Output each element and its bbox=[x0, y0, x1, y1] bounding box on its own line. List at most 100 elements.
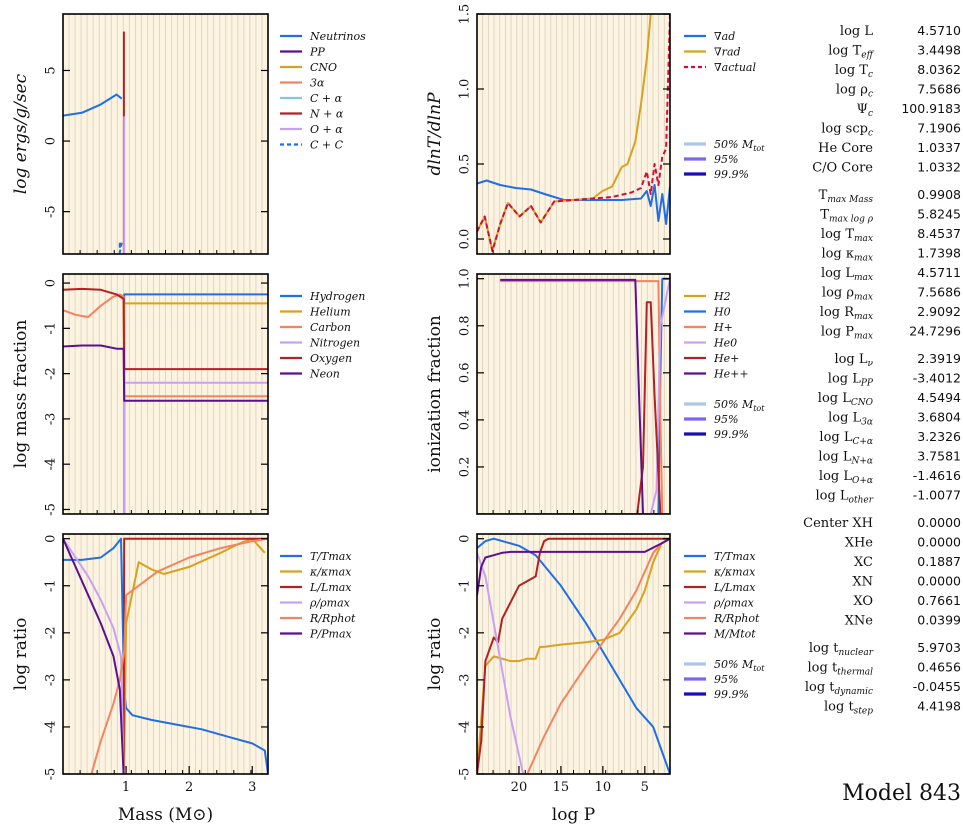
stat-label-sub: 3α bbox=[861, 418, 873, 428]
series-line bbox=[477, 537, 670, 774]
marker-legend-label: 50% Mtot bbox=[714, 658, 765, 673]
series-line bbox=[500, 278, 644, 514]
stat-value: 0.0000 bbox=[917, 515, 961, 530]
series-line bbox=[123, 537, 266, 770]
legend-label: κ/κmax bbox=[309, 566, 352, 579]
stat-label-main: Ψ bbox=[857, 102, 868, 117]
stat-value: 0.7661 bbox=[917, 593, 961, 608]
stat-label: log Teff bbox=[828, 44, 874, 61]
stat-label-sub: max bbox=[854, 234, 873, 244]
marker-legend-sub: tot bbox=[753, 144, 765, 153]
stat-label-sub: max bbox=[854, 312, 873, 322]
legend-label: L/Lmax bbox=[309, 581, 352, 594]
y-tick-label: -3 bbox=[44, 674, 59, 687]
stat-label: XNe bbox=[845, 614, 874, 629]
stat-label-main: log κ bbox=[821, 247, 854, 262]
y-tick-label: -4 bbox=[458, 721, 473, 734]
stat-label: Tmax Mass bbox=[819, 188, 874, 205]
stat-value: 24.7296 bbox=[909, 324, 961, 339]
stat-value: 0.4656 bbox=[917, 660, 961, 675]
stat-label-main: log L bbox=[834, 352, 867, 367]
legend-label: κ/κmax bbox=[713, 566, 756, 579]
series-line bbox=[90, 537, 268, 774]
y-tick-label: 0.2 bbox=[458, 457, 473, 478]
stat-label-main: log L bbox=[821, 266, 854, 281]
stat-value: 100.9183 bbox=[901, 101, 961, 116]
y-tick-label: -4 bbox=[44, 458, 59, 471]
x-tick-label: 1 bbox=[122, 780, 130, 795]
stat-label-main: log T bbox=[835, 63, 868, 78]
legend-label: PP bbox=[309, 46, 325, 59]
series-line bbox=[63, 93, 123, 117]
stat-label-main: XC bbox=[854, 555, 873, 570]
chart-ratios_mass: 0 -1 -2 -3 -4 -5 1 2 3 log ratio Mass (M⊙) T/Tmax κ/… bbox=[11, 533, 356, 825]
y-tick-label: 0 bbox=[458, 535, 473, 543]
y-axis-label: log ratio bbox=[11, 618, 31, 691]
stat-label-sub: ν bbox=[868, 359, 874, 369]
legend-label: 3α bbox=[310, 77, 325, 90]
stat-label: log scpc bbox=[821, 122, 873, 139]
stat-label-main: log L bbox=[819, 430, 852, 445]
stat-label: Tmax log ρ bbox=[820, 208, 873, 225]
stat-label-main: log L bbox=[815, 489, 848, 504]
stat-label-main: XN bbox=[852, 575, 873, 590]
legend-label: ρ/ρmax bbox=[309, 597, 351, 610]
stat-label: XN bbox=[852, 575, 873, 590]
stat-label-main: log scp bbox=[821, 122, 868, 137]
series-line bbox=[526, 537, 670, 774]
stat-label-main: log P bbox=[821, 325, 854, 340]
y-tick-label: -5 bbox=[44, 205, 59, 218]
stat-label-sub: c bbox=[868, 90, 873, 100]
y-tick-label: -5 bbox=[44, 768, 59, 781]
stat-value: 3.4498 bbox=[917, 43, 961, 58]
series-line bbox=[63, 538, 125, 774]
series-line bbox=[477, 552, 525, 774]
stat-label-main: XNe bbox=[845, 614, 874, 629]
stat-label-main: log T bbox=[821, 227, 854, 242]
marker-legend-label: 50% Mtot bbox=[714, 138, 765, 153]
legend-label: L/Lmax bbox=[713, 581, 756, 594]
legend-label: O + α bbox=[310, 123, 343, 136]
model-label: Model 843 bbox=[842, 781, 961, 806]
y-tick-label: 5 bbox=[44, 66, 59, 74]
stat-label-main: log t bbox=[809, 641, 839, 656]
legend-label: R/Rphot bbox=[713, 612, 760, 625]
y-tick-label: -1 bbox=[458, 579, 473, 592]
stat-label-sub: O+α bbox=[852, 476, 873, 486]
y-tick-label: -2 bbox=[458, 626, 473, 639]
legend-label: R/Rphot bbox=[309, 612, 356, 625]
marker-legend-label: 95% bbox=[714, 413, 738, 426]
stat-label: log LC+α bbox=[819, 430, 873, 447]
stat-label: log Tmax bbox=[821, 227, 873, 244]
legend-label: ρ/ρmax bbox=[713, 597, 755, 610]
y-axis-label: log mass fraction bbox=[11, 320, 31, 469]
stat-label-sub: max bbox=[854, 293, 873, 303]
y-tick-label: 1.0 bbox=[458, 79, 473, 100]
stat-label: XO bbox=[853, 594, 873, 609]
stat-value: 4.4198 bbox=[917, 699, 961, 714]
legend-label: C + α bbox=[310, 92, 343, 105]
stat-label-main: log L bbox=[840, 24, 873, 39]
stat-label: log Pmax bbox=[821, 325, 873, 342]
y-tick-label: -1 bbox=[44, 579, 59, 592]
legend-label: H+ bbox=[713, 321, 733, 334]
stat-label: log LPP bbox=[828, 372, 874, 389]
stat-label-main: log L bbox=[818, 450, 851, 465]
y-tick-label: -2 bbox=[44, 367, 59, 380]
y-tick-label: -5 bbox=[458, 768, 473, 781]
legend-label: C + C bbox=[310, 139, 344, 152]
series-line bbox=[477, 537, 670, 774]
y-tick-label: -5 bbox=[44, 503, 59, 516]
stat-value: 3.2326 bbox=[917, 429, 961, 444]
x-axis-label: Mass (M⊙) bbox=[118, 805, 213, 825]
y-tick-label: 0.6 bbox=[458, 362, 473, 383]
stat-label: log Lother bbox=[815, 489, 873, 506]
stat-label: XC bbox=[854, 555, 873, 570]
series-line bbox=[118, 242, 123, 254]
stat-label: log L bbox=[840, 24, 873, 39]
stat-label: C/O Core bbox=[812, 161, 873, 176]
marker-legend-label: 99.9% bbox=[714, 168, 749, 181]
legend-label: Helium bbox=[309, 306, 351, 319]
stat-label: log L3α bbox=[828, 411, 873, 428]
legend-label: T/Tmax bbox=[714, 550, 756, 563]
